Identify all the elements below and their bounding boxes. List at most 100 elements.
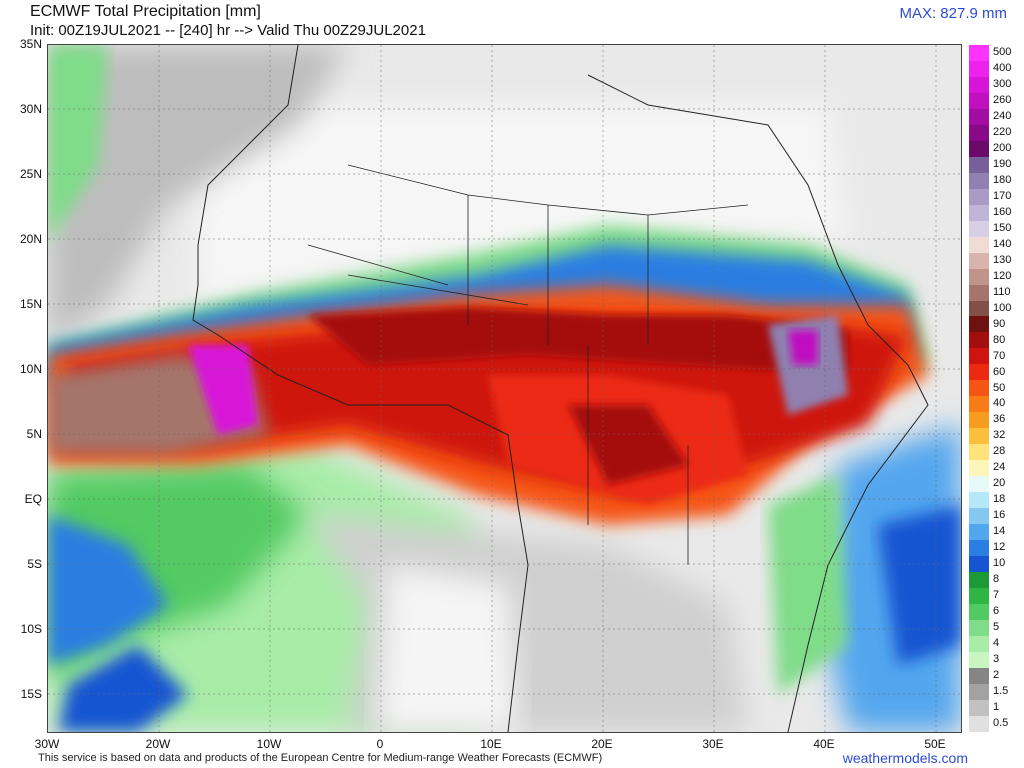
colorbar-swatch <box>969 92 989 109</box>
data-credit: This service is based on data and produc… <box>38 752 603 764</box>
colorbar-label: 170 <box>993 189 1012 202</box>
colorbar-swatch <box>969 619 989 636</box>
colorbar-swatch <box>969 476 989 493</box>
colorbar-label: 28 <box>993 445 1006 458</box>
colorbar-label: 500 <box>993 45 1012 58</box>
country-borders <box>307 164 749 565</box>
colorbar-swatch <box>969 204 989 221</box>
colorbar-label: 32 <box>993 429 1006 442</box>
max-value-label: MAX: 827.9 mm <box>899 5 1007 22</box>
colorbar-label: 260 <box>993 93 1012 106</box>
colorbar-swatch <box>969 252 989 269</box>
colorbar-swatch <box>969 396 989 413</box>
coastline <box>192 45 529 732</box>
lon-label: 50E <box>924 737 946 751</box>
colorbar-swatch <box>969 635 989 652</box>
colorbar-swatch <box>969 699 989 716</box>
colorbar-swatch <box>969 715 989 732</box>
colorbar-label: 14 <box>993 525 1006 538</box>
colorbar-label: 180 <box>993 173 1012 186</box>
lon-label: 10W <box>256 737 282 751</box>
colorbar-label: 5 <box>993 621 1000 634</box>
colorbar-swatch <box>969 316 989 333</box>
colorbar-swatch <box>969 45 989 61</box>
colorbar-swatch <box>969 220 989 237</box>
colorbar-swatch <box>969 651 989 668</box>
colorbar-swatch <box>969 76 989 93</box>
colorbar-label: 240 <box>993 109 1012 122</box>
colorbar-swatch <box>969 412 989 429</box>
colorbar-swatch <box>969 571 989 588</box>
colorbar-swatch <box>969 172 989 189</box>
lat-label: 10S <box>20 622 42 636</box>
colorbar-swatch <box>969 284 989 301</box>
lat-label: 15S <box>20 687 42 701</box>
colorbar-label: 0.5 <box>993 717 1009 729</box>
colorbar-label: 16 <box>993 509 1006 522</box>
colorbar-label: 220 <box>993 125 1012 138</box>
colorbar-swatch <box>969 380 989 397</box>
colorbar-label: 400 <box>993 61 1012 74</box>
colorbar-swatch <box>969 460 989 477</box>
colorbar-label: 10 <box>993 557 1006 570</box>
colorbar-label: 7 <box>993 589 1000 602</box>
colorbar-label: 40 <box>993 397 1006 410</box>
colorbar-label: 24 <box>993 461 1006 474</box>
colorbar-swatch <box>969 156 989 173</box>
colorbar-swatch <box>969 108 989 125</box>
lon-label: 20W <box>145 737 171 751</box>
colorbar-label: 6 <box>993 605 1000 618</box>
lat-label: 35N <box>19 37 42 51</box>
colorbar-label: 3 <box>993 653 1000 666</box>
colorbar-label: 110 <box>993 285 1011 298</box>
colorbar-label: 60 <box>993 365 1006 378</box>
colorbar-label: 8 <box>993 573 1000 586</box>
colorbar-label: 1 <box>993 701 1000 714</box>
lon-label: 40E <box>813 737 835 751</box>
lat-label: 5S <box>27 557 42 571</box>
colorbar-swatch <box>969 348 989 365</box>
lon-label: 30E <box>702 737 724 751</box>
graticule <box>48 45 961 732</box>
colorbar-swatch <box>969 603 989 620</box>
colorbar-swatch <box>969 332 989 349</box>
colorbar <box>969 45 989 732</box>
colorbar-swatch <box>969 124 989 141</box>
colorbar-label: 12 <box>993 541 1006 554</box>
colorbar-label: 20 <box>993 477 1006 490</box>
colorbar-swatch <box>969 428 989 445</box>
colorbar-label: 80 <box>993 333 1006 346</box>
colorbar-swatch <box>969 556 989 572</box>
colorbar-swatch <box>969 300 989 317</box>
colorbar-label: 2 <box>993 669 1000 682</box>
lat-label: 20N <box>19 232 42 246</box>
lat-label: 30N <box>19 102 42 116</box>
lat-label: 5N <box>26 427 42 441</box>
brand-link[interactable]: weathermodels.com <box>842 750 968 766</box>
colorbar-swatch <box>969 60 989 77</box>
colorbar-swatch <box>969 587 989 604</box>
colorbar-label: 150 <box>993 221 1012 234</box>
map-subtitle: Init: 00Z19JUL2021 -- [240] hr --> Valid… <box>30 22 426 39</box>
colorbar-label: 300 <box>993 77 1012 90</box>
colorbar-label: 18 <box>993 493 1006 506</box>
colorbar-label: 50 <box>993 381 1006 394</box>
lat-label: 15N <box>19 297 42 311</box>
lon-label: 20E <box>591 737 613 751</box>
colorbar-label: 1.5 <box>993 685 1009 698</box>
colorbar-swatch <box>969 524 989 541</box>
colorbar-label: 70 <box>993 349 1006 362</box>
colorbar-label: 36 <box>993 413 1006 426</box>
colorbar-label: 100 <box>993 301 1012 314</box>
colorbar-label: 130 <box>993 253 1012 266</box>
precipitation-map[interactable] <box>47 44 962 733</box>
lon-label: 10E <box>480 737 502 751</box>
colorbar-swatch <box>969 188 989 205</box>
colorbar-swatch <box>969 508 989 525</box>
colorbar-swatch <box>969 236 989 253</box>
colorbar-swatch <box>969 492 989 509</box>
colorbar-swatch <box>969 364 989 381</box>
lon-label: 0 <box>376 737 384 751</box>
lon-label: 30W <box>34 737 60 751</box>
lat-label: 10N <box>19 362 42 376</box>
